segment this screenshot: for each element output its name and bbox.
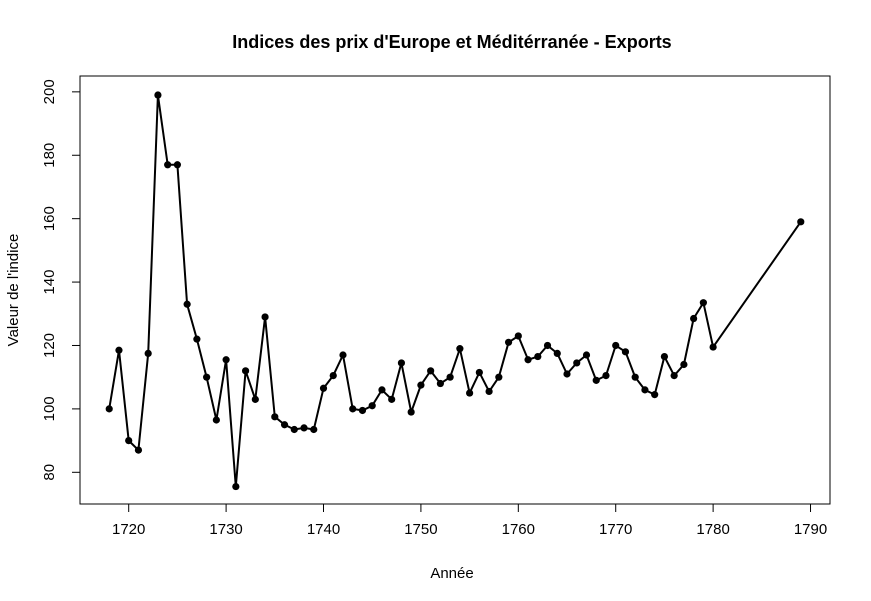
data-point [563,370,571,378]
series-line [108,94,802,487]
data-point [251,395,259,403]
data-point [222,356,230,364]
y-tick-label: 160 [41,206,58,231]
data-point [612,341,620,350]
data-point [504,338,513,346]
data-point [329,372,337,380]
data-point [709,343,717,351]
data-point [397,359,406,367]
data-point [446,373,454,381]
data-point [378,386,386,394]
data-point [173,161,182,169]
x-axis: 1720 1730 1740 1750 1760 1770 1780 1790 [112,503,827,538]
data-point [280,421,289,429]
data-point [670,372,678,380]
x-tick-label: 1750 [404,521,437,538]
data-point [485,387,493,396]
x-tick-label: 1720 [112,521,145,538]
data-point [466,389,474,397]
data-point [212,416,220,424]
y-tick-label: 200 [41,79,58,104]
data-point [436,379,444,388]
data-point [310,425,318,434]
data-point [592,376,600,384]
y-tick-label: 120 [41,333,58,358]
data-point [456,345,464,353]
x-tick-label: 1760 [502,521,535,538]
data-point [300,424,308,432]
data-point [699,299,707,307]
data-point [134,446,143,454]
data-point [621,348,630,356]
data-points [105,91,805,491]
data-point [407,408,415,416]
x-tick-label: 1790 [794,521,827,538]
data-point [475,368,483,377]
data-point [290,425,298,434]
x-tick-label: 1780 [696,521,729,538]
data-point [154,91,162,99]
data-point [651,391,659,399]
data-point [602,372,610,380]
x-tick-label: 1730 [209,521,242,538]
x-axis-label: Année [430,565,473,582]
data-point [358,406,367,415]
y-tick-label: 140 [41,270,58,295]
data-point [631,373,639,381]
data-point [183,300,191,308]
data-point [319,384,328,392]
data-point [543,341,552,350]
data-point [388,395,396,403]
data-point [232,482,240,491]
data-point [144,349,152,358]
data-point [261,313,269,321]
data-point [514,332,522,340]
x-tick-label: 1770 [599,521,632,538]
data-point [164,161,172,169]
chart-title: Indices des prix d'Europe et Méditérrané… [232,32,671,52]
data-point [534,352,542,361]
data-point [524,356,532,364]
y-axis: 80 100 120 140 160 180 200 [41,79,81,481]
data-point [797,218,805,226]
data-point [203,373,211,381]
data-point [495,373,503,381]
data-point [115,346,123,354]
y-tick-label: 80 [41,464,58,481]
data-point [641,386,649,394]
x-tick-label: 1740 [307,521,340,538]
data-point [193,335,201,343]
data-point [105,405,113,413]
data-point [690,314,698,323]
plot-frame [79,75,831,505]
data-point [125,436,133,445]
data-point [553,349,561,358]
data-point [417,381,425,389]
data-point [573,359,581,367]
data-point [427,367,435,375]
data-point [660,352,669,361]
data-point [368,402,376,410]
data-point [582,351,591,359]
y-tick-label: 180 [41,143,58,168]
y-axis-label: Valeur de l'indice [5,234,22,347]
data-point [349,405,357,413]
data-point [241,367,250,375]
data-point [271,413,279,421]
data-point [680,360,688,369]
y-tick-label: 100 [41,396,58,421]
data-point [339,351,347,359]
